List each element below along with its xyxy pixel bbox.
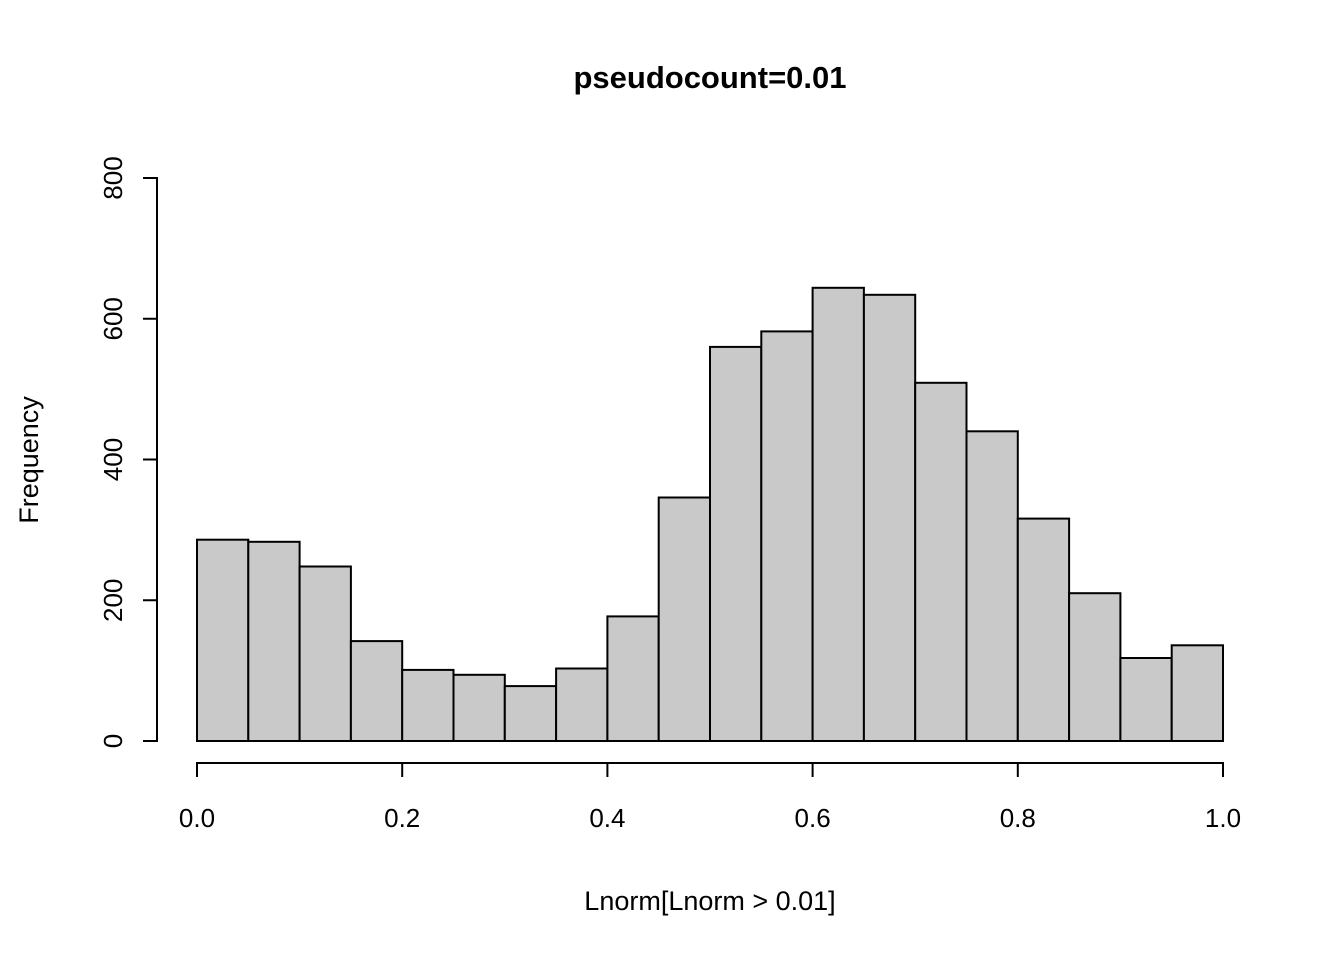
histogram-bar [196,538,250,743]
y-tick-label: 200 [98,579,128,622]
histogram-bar [1068,592,1122,743]
histogram-bar [1119,657,1173,742]
histogram-bar [709,345,763,742]
y-tick-label: 0 [98,734,128,748]
histogram-bar [247,540,301,742]
histogram-bar [452,673,506,742]
histogram-bar [503,685,558,742]
histogram-bar [606,615,660,743]
histogram-bar [760,330,814,742]
histogram-bar [862,293,917,742]
x-tick-label: 0.2 [384,803,420,833]
histogram-bar [657,496,712,742]
histogram-bar [401,668,455,743]
y-tick-label: 800 [98,156,128,199]
histogram-bar [811,286,865,742]
histogram-bar [555,667,609,742]
histogram-bar [1016,517,1071,742]
bars-group [196,286,1224,743]
y-tick-label: 400 [98,438,128,481]
y-axis: 0 200 400 600 800 [98,156,158,748]
x-axis: 0.0 0.2 0.4 0.6 0.8 1.0 [179,762,1241,833]
y-axis-label: Frequency [14,396,44,524]
histogram-bar [1170,644,1224,742]
histogram-bar [349,640,404,742]
x-tick-label: 1.0 [1205,803,1241,833]
histogram-bar [914,381,968,742]
histogram-bar [965,430,1019,742]
x-tick-label: 0.8 [1000,803,1036,833]
chart-title: pseudocount=0.01 [573,60,846,95]
x-axis-label: Lnorm[Lnorm > 0.01] [584,886,835,916]
histogram-bar [298,565,352,742]
x-tick-label: 0.0 [179,803,215,833]
x-tick-label: 0.6 [795,803,831,833]
x-tick-label: 0.4 [589,803,625,833]
y-tick-label: 600 [98,297,128,340]
